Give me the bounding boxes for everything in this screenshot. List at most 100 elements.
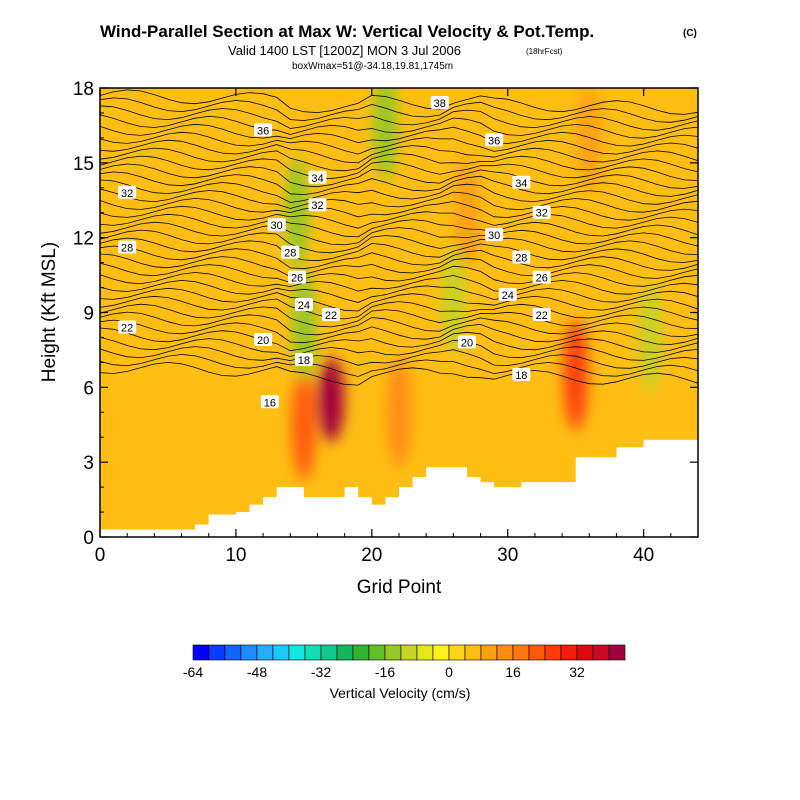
svg-text:22: 22 [121,322,133,334]
title-mark: (C) [683,28,697,39]
svg-text:38: 38 [434,98,446,110]
theta-contour-18 [100,237,698,263]
theta-contour-12 [100,188,698,213]
theta-contour-31 [100,346,698,369]
contour-label-5: 32 [118,185,137,200]
contour-label-17: 22 [118,320,137,334]
colorbar-tick-4: 0 [445,664,453,680]
colorbar-swatch-6 [288,644,306,661]
velocity-feature-2 [387,357,411,468]
contour-label-19: 22 [532,307,551,322]
velocity-feature-1 [291,369,316,480]
svg-text:28: 28 [284,248,296,260]
terrain-mask [100,439,698,537]
colorbar-swatch-14 [416,644,434,661]
contour-label-22: 18 [294,352,313,367]
theta-contour-4 [100,123,698,147]
svg-text:32: 32 [311,200,323,212]
colorbar-swatch-24 [576,644,594,661]
theta-contour-14 [100,205,698,229]
y-tick-label-5: 15 [73,154,94,175]
theta-contour-16 [100,221,698,247]
svg-text:24: 24 [502,290,514,302]
x-tick-label-2: 20 [361,545,382,566]
theta-contour-17 [100,229,698,255]
velocity-core-0 [324,375,339,424]
plot-area: 38 36 36 34 34 32 32 32 30 30 28 28 28 26 26 24 24 22 22 22… [100,88,698,537]
svg-text:26: 26 [291,273,303,285]
colorbar-tick-6: 32 [569,664,585,680]
colorbar-swatch-21 [528,644,546,661]
svg-text:20: 20 [461,337,473,349]
svg-text:32: 32 [536,208,548,220]
theta-contour-10 [100,171,698,197]
contour-label-12: 28 [512,250,531,265]
svg-text:18: 18 [298,355,310,367]
colorbar-swatch-26 [608,644,626,661]
y-tick-label-0: 0 [83,528,94,549]
svg-text:26: 26 [536,273,548,285]
colorbar-swatch-4 [256,644,274,661]
contour-label-8: 30 [267,218,286,232]
theta-contour-2 [100,105,698,131]
theta-contour-27 [100,311,698,338]
y-axis-label: Height (Kft MSL) [39,242,60,382]
svg-text:28: 28 [515,253,527,265]
colorbar-label: Vertical Velocity (cm/s) [330,685,471,701]
theta-contour-5 [100,131,698,155]
box-max-info: boxWmax=51@-34.18,19.81,1745m [292,61,454,72]
svg-text:30: 30 [271,220,283,232]
svg-text:36: 36 [488,135,500,147]
theta-contour-20 [100,253,698,279]
svg-text:36: 36 [257,125,269,137]
y-tick-label-6: 18 [73,79,94,100]
theta-contour-8 [100,155,698,181]
colorbar-tick-0: -64 [183,664,203,680]
theta-contour-33 [100,361,698,386]
theta-contour-28 [100,319,698,345]
theta-contour-7 [100,147,698,173]
contour-label-10: 28 [118,240,137,255]
theta-contour-24 [100,287,698,312]
theta-contour-1 [100,97,698,123]
theta-contour-26 [100,303,698,329]
contour-label-24: 16 [260,395,279,409]
colorbar-swatch-10 [352,644,370,661]
velocity-feature-7 [291,269,316,380]
theta-contour-3 [100,114,698,139]
theta-contour-13 [100,197,698,221]
x-axis-label: Grid Point [357,577,442,598]
colorbar-swatch-19 [496,644,514,661]
svg-text:28: 28 [121,243,133,255]
colorbar-swatch-17 [464,644,482,661]
svg-text:34: 34 [311,173,323,185]
x-axis: 0 10 20 30 40 [95,88,672,566]
colorbar-swatch-23 [560,644,578,661]
theta-contour-32 [100,354,698,377]
colorbar-swatch-3 [240,644,258,661]
colorbar-swatch-11 [368,644,386,661]
svg-text:18: 18 [515,370,527,382]
forecast-note: (18hrFcst) [526,47,563,56]
x-tick-label-3: 30 [497,545,518,566]
colorbar-tick-1: -48 [247,664,267,680]
colorbar-swatch-16 [448,644,466,661]
y-tick-label-2: 6 [83,378,94,399]
theta-contour-23 [100,279,698,303]
colorbar-swatch-2 [224,644,242,661]
velocity-feature-4 [577,88,602,193]
svg-text:30: 30 [488,230,500,242]
contour-label-20: 20 [254,332,273,347]
colorbar-tick-2: -32 [311,664,331,680]
y-tick-label-4: 12 [73,229,94,250]
contour-label-18: 22 [322,307,341,322]
contour-label-11: 28 [281,245,300,260]
theta-contour-0 [100,89,698,115]
colorbar-tick-5: 16 [505,664,521,680]
contour-label-7: 32 [532,205,551,220]
chart-title: Wind-Parallel Section at Max W: Vertical… [100,22,595,41]
colorbar-swatch-13 [400,644,418,661]
svg-text:20: 20 [257,335,269,347]
